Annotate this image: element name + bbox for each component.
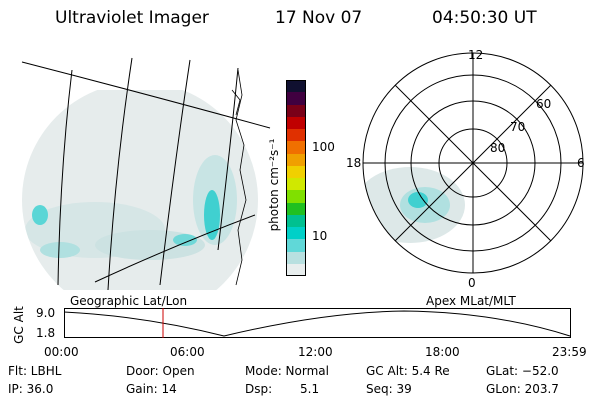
coastline-detail xyxy=(231,89,241,116)
door-status: Door: Open xyxy=(126,364,195,378)
mlat-label-70: 70 xyxy=(510,120,526,134)
colorbar-segment xyxy=(286,153,306,166)
timeline-xtick-1: 06:00 xyxy=(170,345,205,359)
colorbar-segment xyxy=(286,116,306,129)
geo-grid-lines xyxy=(21,57,271,291)
glon-status: GLon: 203.7 xyxy=(486,382,559,396)
dsp-label: Dsp: xyxy=(245,382,273,396)
polar-grid xyxy=(362,52,584,274)
colorbar-segment xyxy=(286,227,306,240)
seq-status: Seq: 39 xyxy=(366,382,412,396)
timeline-xtick-0: 00:00 xyxy=(44,345,79,359)
colorbar-segment xyxy=(286,214,306,227)
mode-status: Mode: Normal xyxy=(245,364,329,378)
polar-panel-caption: Apex MLat/MLT xyxy=(426,294,516,308)
colorbar-unit-label: photon cm⁻²s⁻¹ xyxy=(267,138,281,232)
timeline-xtick-4: 23:59 xyxy=(552,345,587,359)
colorbar-segment xyxy=(286,165,306,178)
colorbar-segment xyxy=(286,141,306,154)
colorbar-frame xyxy=(286,80,306,276)
filter-status: Flt: LBHL xyxy=(8,364,62,378)
altitude-timeline-plot xyxy=(64,308,571,338)
colorbar-segment xyxy=(286,263,306,276)
geo-panel-caption: Geographic Lat/Lon xyxy=(70,294,188,308)
gain-status: Gain: 14 xyxy=(126,382,177,396)
colorbar-segment xyxy=(286,80,306,93)
instrument-title: Ultraviolet Imager xyxy=(55,8,209,28)
colorbar xyxy=(286,80,306,276)
dsp-value: 5.1 xyxy=(300,382,320,396)
glat-status: GLat: −52.0 xyxy=(486,364,559,378)
mlt-label-6: 6 xyxy=(577,156,585,170)
mlt-label-12: 12 xyxy=(468,48,484,62)
mlt-label-0: 0 xyxy=(468,276,476,290)
timeline-ytick-low: 1.8 xyxy=(36,326,56,340)
colorbar-tick-10: 10 xyxy=(312,229,328,243)
ip-status: IP: 36.0 xyxy=(8,382,54,396)
geographic-image-panel xyxy=(21,52,584,291)
colorbar-segment xyxy=(286,190,306,203)
mlat-label-80: 80 xyxy=(490,141,506,155)
mlat-label-60: 60 xyxy=(536,97,552,111)
gc-alt-status: GC Alt: 5.4 Re xyxy=(366,364,450,378)
aurora-emission-geo xyxy=(22,90,258,290)
coastline xyxy=(235,69,247,286)
timeline-xtick-3: 18:00 xyxy=(425,345,460,359)
colorbar-segment xyxy=(286,129,306,142)
timeline-ytick-high: 9.0 xyxy=(36,306,56,320)
time-label: 04:50:30 UT xyxy=(432,8,537,28)
colorbar-segment xyxy=(286,92,306,105)
altitude-curve xyxy=(64,310,571,337)
colorbar-segment xyxy=(286,178,306,191)
timeline-ylabel: GC Alt xyxy=(12,306,26,344)
timeline-xtick-2: 12:00 xyxy=(298,345,333,359)
mlt-label-18: 18 xyxy=(346,156,362,170)
date-label: 17 Nov 07 xyxy=(275,8,363,28)
colorbar-segment xyxy=(286,251,306,264)
colorbar-segment xyxy=(286,202,306,215)
colorbar-segment xyxy=(286,239,306,252)
colorbar-segment xyxy=(286,104,306,117)
colorbar-tick-100: 100 xyxy=(312,140,335,154)
